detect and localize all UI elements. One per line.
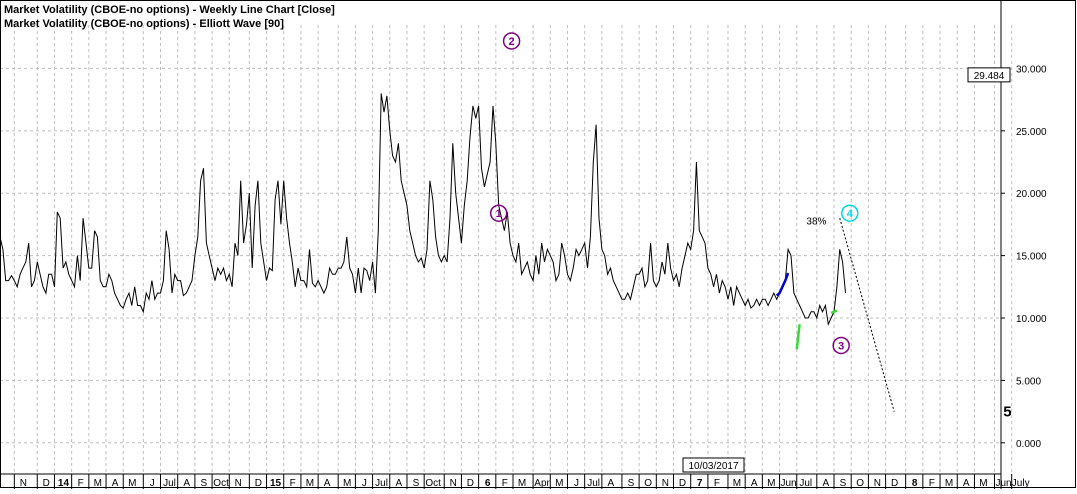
x-tick-label: Apr <box>534 478 550 489</box>
wave-label: 3 <box>838 340 844 352</box>
x-tick-label: S <box>840 478 847 489</box>
y-tick-label: 25.000 <box>1016 127 1047 138</box>
x-tick-label: M <box>306 478 314 489</box>
x-tick-label: S <box>413 478 420 489</box>
x-tick-label: D <box>255 478 262 489</box>
x-tick-label: N <box>662 478 669 489</box>
x-tick-label: N <box>874 478 881 489</box>
x-tick-label: J <box>574 478 579 489</box>
x-tick-label: A <box>822 478 829 489</box>
date-marker-label: 10/03/2017 <box>688 461 738 472</box>
wave-label: 1 <box>496 208 502 220</box>
x-tick-label: Jun <box>995 478 1011 489</box>
y-tick-label: 10.000 <box>1016 314 1047 325</box>
wave-label-circle <box>841 204 859 222</box>
y-tick-label: 0.000 <box>1016 439 1041 450</box>
x-tick-label: M <box>945 478 953 489</box>
wave-label-circle <box>832 336 850 355</box>
x-tick-label: M <box>343 478 351 489</box>
x-tick-label: A <box>608 478 615 489</box>
projection-line <box>839 218 895 412</box>
x-tick-label: A <box>324 478 331 489</box>
x-tick-label: July <box>1012 478 1030 489</box>
wave-label-circle <box>489 204 508 222</box>
x-tick-label: J <box>362 478 367 489</box>
x-tick-label: A <box>395 478 402 489</box>
x-tick-label: M <box>94 478 102 489</box>
x-tick-label: S <box>628 478 635 489</box>
x-tick-label: 15 <box>270 478 282 489</box>
x-tick-label: M <box>555 478 563 489</box>
y-tick-label: 30.000 <box>1016 64 1047 75</box>
series-layer <box>0 93 846 327</box>
overlay-layer: 2 1 3 4 5 38% <box>489 32 1012 421</box>
x-tick-label: 6 <box>485 478 491 489</box>
x-tick-label: M <box>733 478 741 489</box>
x-tick-label: A <box>112 478 119 489</box>
retracement-annotation: 38% <box>806 217 826 228</box>
y-tick-label: 5.000 <box>1016 376 1041 387</box>
x-tick-label: Jun <box>780 478 796 489</box>
x-tick-label: Oct <box>425 478 441 489</box>
x-tick-label: Jul <box>799 478 812 489</box>
x-tick-label: D <box>467 478 474 489</box>
grid-layer <box>0 25 1013 474</box>
x-tick-label: O <box>856 478 864 489</box>
x-tick-label: F <box>78 478 84 489</box>
x-tick-label: F <box>502 478 508 489</box>
axis-layer: 0.000 5.000 10.000 15.000 20.000 25.000 30.000… <box>13 64 1047 489</box>
x-tick-label: N <box>450 478 457 489</box>
wave-label-circle <box>502 32 521 50</box>
x-tick-label: A <box>183 478 190 489</box>
y-tick-label: 20.000 <box>1016 189 1047 200</box>
current-value-box <box>967 67 1011 83</box>
blue-wave-segment <box>775 272 790 297</box>
chart-title: Market Volatility (CBOE-no options) - We… <box>4 4 335 16</box>
green-wave-segment <box>830 309 838 315</box>
x-tick-label: 7 <box>697 478 703 489</box>
x-tick-label: J <box>150 478 155 489</box>
x-tick-label: F <box>290 478 296 489</box>
x-tick-label: F <box>929 478 935 489</box>
x-tick-label: A <box>963 478 970 489</box>
x-tick-label: Oct <box>213 478 229 489</box>
x-tick-label: Jul <box>587 478 600 489</box>
x-tick-label: A <box>751 478 758 489</box>
x-tick-label: 8 <box>912 478 918 489</box>
x-tick-label: M <box>979 478 987 489</box>
x-tick-label: D <box>679 478 686 489</box>
wave-label: 2 <box>509 36 515 48</box>
x-tick-label: N <box>20 478 27 489</box>
x-tick-label: M <box>518 478 526 489</box>
price-line <box>0 93 846 327</box>
wave-label: 4 <box>847 208 854 220</box>
wave-label: 5 <box>1003 404 1011 421</box>
x-tick-label: Jul <box>375 478 388 489</box>
x-tick-label: M <box>767 478 775 489</box>
x-tick-label: S <box>201 478 208 489</box>
x-tick-label: 14 <box>58 478 70 489</box>
chart-subtitle: Market Volatility (CBOE-no options) - El… <box>4 18 284 30</box>
x-tick-label: Jul <box>163 478 176 489</box>
y-tick-label: 15.000 <box>1016 252 1047 263</box>
x-tick-label: O <box>644 478 652 489</box>
x-tick-label: N <box>235 478 242 489</box>
current-value-label: 29.484 <box>974 71 1005 82</box>
x-tick-label: F <box>714 478 720 489</box>
x-tick-label: M <box>128 478 136 489</box>
x-tick-label: D <box>891 478 898 489</box>
date-marker-box <box>682 457 745 473</box>
green-wave-segment <box>795 324 801 350</box>
x-tick-label: D <box>43 478 50 489</box>
